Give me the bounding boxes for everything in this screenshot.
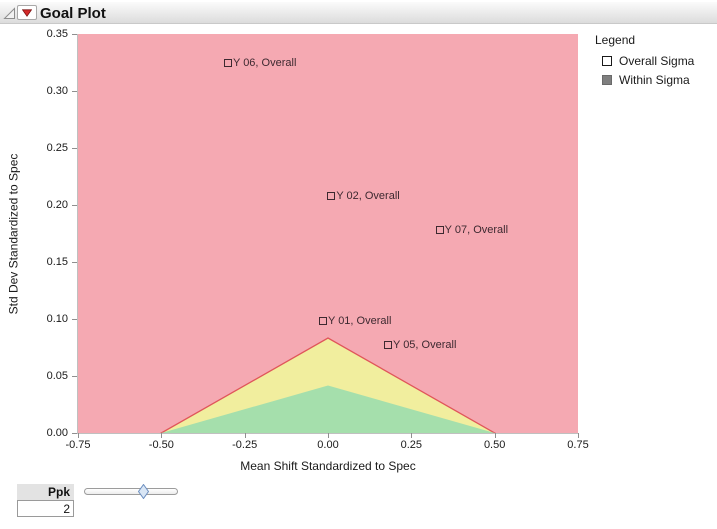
y-tick-label: 0.35 xyxy=(46,28,68,40)
y-tick-mark xyxy=(72,205,77,206)
legend-item-within-sigma[interactable]: Within Sigma xyxy=(602,73,713,87)
green-goal-triangle xyxy=(161,385,495,433)
ppk-value-input[interactable] xyxy=(17,500,74,517)
legend-item-overall-sigma[interactable]: Overall Sigma xyxy=(602,54,713,68)
data-point[interactable]: Y 05, Overall xyxy=(384,339,456,351)
data-point-label: Y 01, Overall xyxy=(328,315,392,328)
y-tick-mark xyxy=(72,433,77,434)
x-tick-label: -0.75 xyxy=(65,439,91,451)
legend: Legend Overall Sigma Within Sigma xyxy=(595,33,713,92)
goal-region-triangles xyxy=(160,337,496,433)
page-title: Goal Plot xyxy=(40,5,106,22)
y-tick-label: 0.25 xyxy=(46,142,68,154)
x-tick-label: 0.25 xyxy=(400,439,423,451)
data-point-label: Y 07, Overall xyxy=(444,224,509,237)
x-tick-label: -0.50 xyxy=(148,439,174,451)
data-point[interactable]: Y 01, Overall xyxy=(319,315,391,327)
red-triangle-menu-button[interactable] xyxy=(17,5,37,20)
x-tick-mark xyxy=(494,433,496,438)
data-point[interactable]: Y 07, Overall xyxy=(435,224,509,237)
y-tick-mark xyxy=(72,319,77,320)
red-triangle-icon xyxy=(22,8,32,17)
y-tick-mark xyxy=(72,262,77,263)
open-square-marker-icon xyxy=(435,226,444,235)
open-square-marker-icon xyxy=(319,317,327,326)
x-tick-mark xyxy=(244,433,246,438)
data-point-label: Y 02, Overall xyxy=(336,189,400,202)
y-tick-mark xyxy=(72,91,77,92)
y-axis-line xyxy=(77,34,78,434)
y-tick-label: 0.00 xyxy=(46,427,68,439)
x-tick-label: 0.50 xyxy=(483,439,506,451)
y-tick-mark xyxy=(72,376,77,377)
open-square-marker-icon xyxy=(327,191,336,200)
open-square-icon xyxy=(602,56,612,66)
y-tick-label: 0.30 xyxy=(46,85,68,97)
data-point-label: Y 06, Overall xyxy=(233,56,297,69)
data-point[interactable]: Y 06, Overall xyxy=(224,57,296,69)
disclosure-triangle-icon[interactable] xyxy=(3,7,16,20)
y-tick-label: 0.15 xyxy=(46,256,68,268)
legend-item-label: Overall Sigma xyxy=(619,54,695,68)
legend-title: Legend xyxy=(595,33,636,47)
plot-area: Y 06, Overall Y 02, Overall Y 07, Overall Y… xyxy=(78,34,578,433)
x-axis-line xyxy=(77,433,578,434)
ppk-slider-track[interactable] xyxy=(84,488,178,495)
ppk-slider[interactable] xyxy=(84,484,178,499)
ppk-label: Ppk xyxy=(17,484,74,500)
y-axis-title: Std Dev Standardized to Spec xyxy=(6,153,21,315)
x-tick-label: 0.00 xyxy=(317,439,339,451)
legend-item-label: Within Sigma xyxy=(619,73,690,87)
x-tick-label: -0.25 xyxy=(232,439,258,451)
y-tick-label: 0.20 xyxy=(46,199,68,211)
x-tick-mark xyxy=(78,433,79,438)
y-tick-label: 0.10 xyxy=(46,313,68,325)
x-tick-label: 0.75 xyxy=(567,439,589,451)
x-tick-mark xyxy=(411,433,413,438)
x-tick-mark xyxy=(578,433,579,438)
ppk-slider-thumb[interactable] xyxy=(138,484,149,499)
data-point-label: Y 05, Overall xyxy=(393,339,457,352)
y-tick-mark xyxy=(72,34,77,35)
x-tick-mark xyxy=(328,433,329,438)
x-tick-mark xyxy=(161,433,163,438)
y-tick-label: 0.05 xyxy=(46,370,68,382)
data-point[interactable]: Y 02, Overall xyxy=(327,189,400,202)
x-axis-title: Mean Shift Standardized to Spec xyxy=(240,459,416,473)
filled-square-icon xyxy=(602,75,612,85)
y-tick-mark xyxy=(72,148,77,149)
outline-title-bar: Goal Plot xyxy=(0,2,717,24)
open-square-marker-icon xyxy=(224,58,232,67)
open-square-marker-icon xyxy=(384,341,392,350)
